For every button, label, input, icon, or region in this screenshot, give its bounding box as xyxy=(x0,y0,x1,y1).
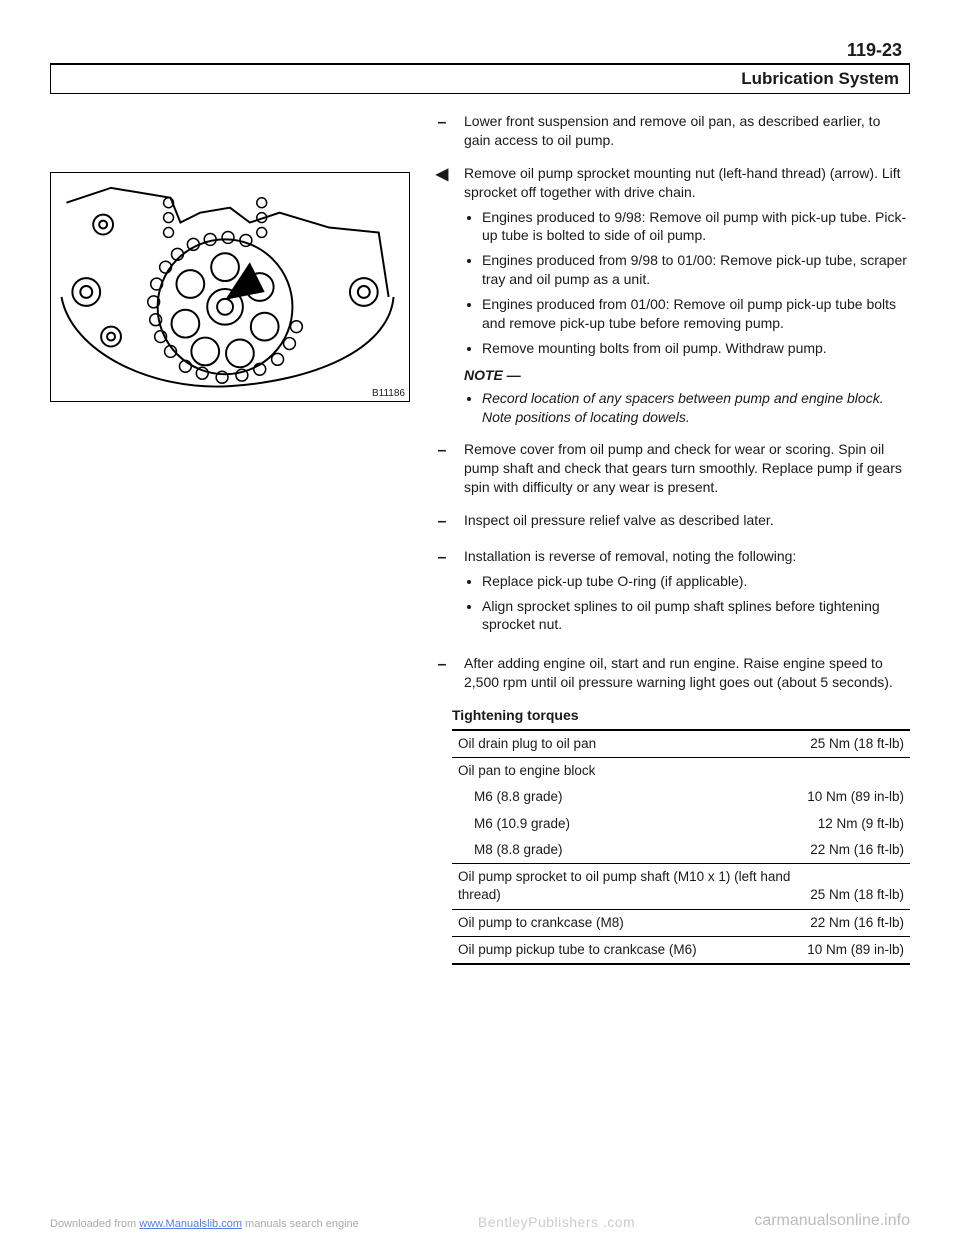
step-text: Remove cover from oil pump and check for… xyxy=(464,440,910,497)
dash-marker: – xyxy=(434,511,450,533)
torque-sublabel: M8 (8.8 grade) xyxy=(452,837,801,864)
illustration-id: B11186 xyxy=(372,388,405,399)
bullet: Align sprocket splines to oil pump shaft… xyxy=(482,597,910,635)
table-row: Oil pump to crankcase (M8) 22 Nm (16 ft-… xyxy=(452,909,910,936)
page-footer: Downloaded from www.Manualslib.com manua… xyxy=(50,1212,910,1230)
left-column: B11186 xyxy=(50,112,410,965)
step-text: Remove oil pump sprocket mounting nut (l… xyxy=(464,164,910,202)
table-row: M6 (10.9 grade) 12 Nm (9 ft-lb) xyxy=(452,811,910,837)
torque-value: 10 Nm (89 in-lb) xyxy=(801,784,910,810)
table-row: Oil pump pickup tube to crankcase (M6) 1… xyxy=(452,936,910,964)
step-2: ◀ Remove oil pump sprocket mounting nut … xyxy=(434,164,910,427)
torque-sublabel: M6 (10.9 grade) xyxy=(452,811,801,837)
step-6: – After adding engine oil, start and run… xyxy=(434,654,910,692)
step-4: – Inspect oil pressure relief valve as d… xyxy=(434,511,910,533)
note-label: NOTE — xyxy=(464,366,910,385)
footer-right-watermark: carmanualsonline.info xyxy=(754,1212,910,1230)
bullet: Engines produced from 9/98 to 01/00: Rem… xyxy=(482,251,910,289)
step-1: – Lower front suspension and remove oil … xyxy=(434,112,910,150)
footer-center-watermark: BentleyPublishers .com xyxy=(478,1214,635,1230)
right-column: – Lower front suspension and remove oil … xyxy=(434,112,910,965)
dash-marker: – xyxy=(434,440,450,497)
footer-link[interactable]: www.Manualslib.com xyxy=(139,1218,242,1230)
torque-label: Oil pump pickup tube to crankcase (M6) xyxy=(452,936,801,964)
torque-value: 25 Nm (18 ft-lb) xyxy=(801,864,910,909)
table-row: M6 (8.8 grade) 10 Nm (89 in-lb) xyxy=(452,784,910,810)
section-title: Lubrication System xyxy=(50,63,910,94)
torque-value: 12 Nm (9 ft-lb) xyxy=(801,811,910,837)
step-text: Installation is reverse of removal, noti… xyxy=(464,547,910,566)
table-row: Oil pump sprocket to oil pump shaft (M10… xyxy=(452,864,910,909)
torque-label: Oil pan to engine block xyxy=(452,758,910,785)
page-number: 119-23 xyxy=(50,40,910,61)
step-text: After adding engine oil, start and run e… xyxy=(464,654,910,692)
dash-marker: – xyxy=(434,112,450,150)
step-text: Inspect oil pressure relief valve as des… xyxy=(464,511,910,533)
table-row: M8 (8.8 grade) 22 Nm (16 ft-lb) xyxy=(452,837,910,864)
step-text: Lower front suspension and remove oil pa… xyxy=(464,112,910,150)
torque-title: Tightening torques xyxy=(452,706,910,725)
torque-sublabel: M6 (8.8 grade) xyxy=(452,784,801,810)
step-3: – Remove cover from oil pump and check f… xyxy=(434,440,910,497)
bullet: Engines produced to 9/98: Remove oil pum… xyxy=(482,208,910,246)
bullet: Replace pick-up tube O-ring (if applicab… xyxy=(482,572,910,591)
bullet: Remove mounting bolts from oil pump. Wit… xyxy=(482,339,910,358)
torque-value: 22 Nm (16 ft-lb) xyxy=(801,837,910,864)
torque-value: 25 Nm (18 ft-lb) xyxy=(801,730,910,758)
torque-label: Oil pump to crankcase (M8) xyxy=(452,909,801,936)
torque-label: Oil pump sprocket to oil pump shaft (M10… xyxy=(452,864,801,909)
table-row: Oil drain plug to oil pan 25 Nm (18 ft-l… xyxy=(452,730,910,758)
torque-value: 10 Nm (89 in-lb) xyxy=(801,936,910,964)
dash-marker: – xyxy=(434,547,450,641)
bullet: Engines produced from 01/00: Remove oil … xyxy=(482,295,910,333)
table-row: Oil pan to engine block xyxy=(452,758,910,785)
step-5: – Installation is reverse of removal, no… xyxy=(434,547,910,641)
illustration-sprocket: B11186 xyxy=(50,172,410,402)
dash-marker: – xyxy=(434,654,450,692)
footer-left: Downloaded from www.Manualslib.com manua… xyxy=(50,1218,359,1230)
arrow-marker: ◀ xyxy=(434,164,450,427)
torque-table: Oil drain plug to oil pan 25 Nm (18 ft-l… xyxy=(452,729,910,965)
torque-value: 22 Nm (16 ft-lb) xyxy=(801,909,910,936)
content-wrapper: B11186 – Lower front suspension and remo… xyxy=(50,112,910,965)
note-text: Record location of any spacers between p… xyxy=(482,389,910,427)
torque-label: Oil drain plug to oil pan xyxy=(452,730,801,758)
